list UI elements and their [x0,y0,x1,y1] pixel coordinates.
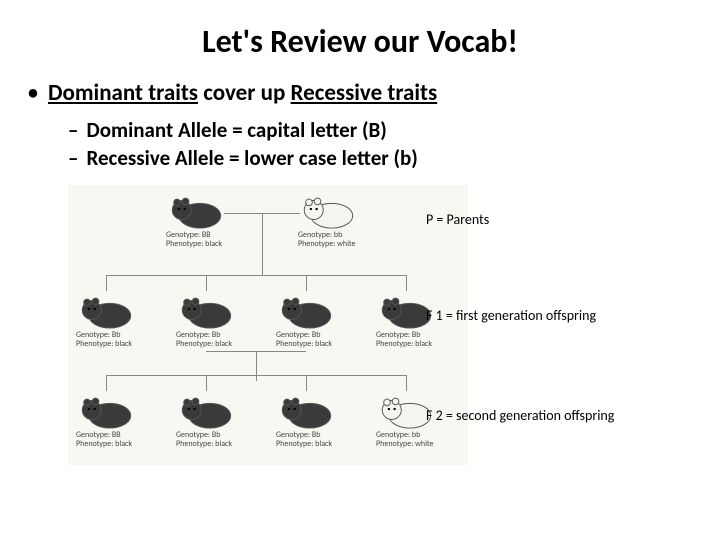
pedigree-line [206,275,207,291]
label-p-parents: P = Parents [426,211,489,228]
sub-bullet-dominant: – Dominant Allele = capital letter (B) [68,117,700,143]
hamster-f2-2 [276,391,336,429]
genotype-caption-f1-2: Genotype: Bb Phenotype: black [276,331,358,349]
dash-icon: – [68,145,78,171]
genotype-caption-f1-3: Genotype: Bb Phenotype: black [376,331,458,349]
recessive-traits-term: Recessive traits [291,79,438,107]
main-bullet-text: Dominant traits cover up Recessive trait… [48,79,437,107]
hamster-f1-2 [276,291,336,329]
genotype-caption-f1-1: Genotype: Bb Phenotype: black [176,331,258,349]
genotype-caption-f2-3: Genotype: bb Phenotype: white [376,431,458,449]
hamster-f1-1 [176,291,236,329]
sub-bullets: – Dominant Allele = capital letter (B) –… [28,117,700,171]
pedigree-line [262,213,263,259]
genotype-caption-f2-1: Genotype: Bb Phenotype: black [176,431,258,449]
genotype-caption-p1: Genotype: bb Phenotype: white [298,231,380,249]
pedigree-line [106,375,406,376]
main-bullet: • Dominant traits cover up Recessive tra… [28,79,700,107]
genotype-caption-f2-0: Genotype: BB Phenotype: black [76,431,158,449]
sub-bullet-text: Dominant Allele = capital letter (B) [86,117,386,143]
pedigree-line [256,351,257,381]
hamster-p1 [298,191,358,229]
sub-bullet-recessive: – Recessive Allele = lower case letter (… [68,145,700,171]
hamster-p0 [166,191,226,229]
pedigree-line [106,275,107,291]
dash-icon: – [68,117,78,143]
pedigree-line [406,275,407,291]
hamster-f2-0 [76,391,136,429]
hamster-f2-1 [176,391,236,429]
pedigree-diagram: Genotype: BB Phenotype: black Genotype: … [68,185,468,465]
pedigree-line [306,275,307,291]
label-f2: F 2 = second generation offspring [426,407,614,424]
diagram-area: Genotype: BB Phenotype: black Genotype: … [28,185,700,485]
sub-bullet-text: Recessive Allele = lower case letter (b) [86,145,417,171]
pedigree-line [306,375,307,391]
slide-title: Let's Review our Vocab! [0,0,720,79]
pedigree-line [406,375,407,391]
genotype-caption-f1-0: Genotype: Bb Phenotype: black [76,331,158,349]
dominant-traits-term: Dominant traits [48,79,198,107]
hamster-f1-0 [76,291,136,329]
pedigree-line [106,375,107,391]
label-f1: F 1 = first generation offspring [426,307,596,324]
genotype-caption-f2-2: Genotype: Bb Phenotype: black [276,431,358,449]
pedigree-line [262,259,263,276]
genotype-caption-p0: Genotype: BB Phenotype: black [166,231,248,249]
main-bullet-mid: cover up [198,79,291,107]
pedigree-line [206,375,207,391]
pedigree-line [106,275,406,276]
content-area: • Dominant traits cover up Recessive tra… [0,79,720,485]
bullet-dot-icon: • [28,79,38,107]
